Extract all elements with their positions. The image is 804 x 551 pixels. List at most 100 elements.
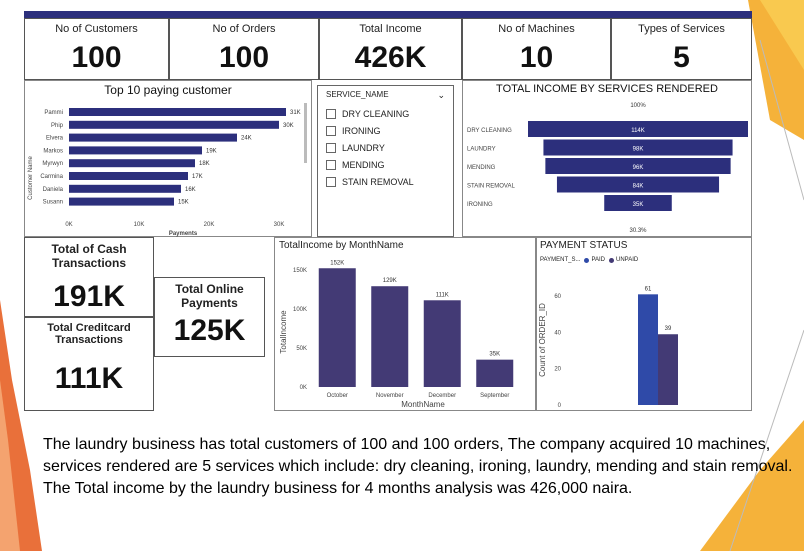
slicer-item-label: LAUNDRY [342,142,385,153]
payment-value-label: 61 [645,286,652,292]
top-customers-value-label: 24K [241,136,252,142]
online-card: Total Online Payments 125K [154,277,265,357]
monthly-xtick: October [327,393,348,399]
chevron-down-icon[interactable]: ⌄ [437,90,445,100]
top-customers-value-label: 31K [290,110,301,116]
kpi-customers: No of Customers 100 [24,18,169,80]
kpi-machines-value: 10 [519,41,554,74]
funnel-category: LAUNDRY [467,147,496,153]
slicer-item-label: STAIN REMOVAL [342,176,414,187]
monthly-xtick: September [480,393,509,399]
slicer-item-label: DRY CLEANING [342,108,410,119]
kpi-orders-value: 100 [218,41,270,74]
service-slicer: SERVICE_NAME ⌄ DRY CLEANING IRONING LAUNDR… [317,85,454,237]
payment-ytick: 0 [558,403,562,409]
funnel-bar [556,176,720,193]
kpi-income-value: 426K [354,41,427,74]
monthly-ytick: 50K [296,346,307,352]
top-customers-bar [69,108,286,116]
header-bar [24,11,752,18]
checkbox-icon[interactable] [326,142,336,153]
funnel-category: MENDING [467,165,496,171]
monthly-income-card: TotalIncome by MonthName TotalIncome Mon… [274,237,536,411]
funnel-bottom-pct: 30.3% [629,228,647,234]
cash-card: Total of Cash Transactions 191K [24,237,154,317]
monthly-xlabel: MonthName [401,400,445,409]
online-value: 125K [173,314,246,347]
funnel-category: IRONING [467,202,493,208]
payment-value-label: 39 [665,326,672,332]
slicer-item[interactable]: DRY CLEANING [326,105,453,122]
monthly-title: TotalIncome by MonthName [279,240,404,251]
top-customers-value-label: 15K [178,200,189,206]
slicer-header[interactable]: SERVICE_NAME ⌄ [318,86,453,105]
top-customers-value-label: 18K [199,161,210,167]
slicer-item-label: MENDING [342,159,385,170]
kpi-machines-label: No of Machines [498,23,575,35]
top-customers-category: Daniela [43,187,64,193]
kpi-machines: No of Machines 10 [462,18,611,80]
top-customers-category: Susann [43,200,63,206]
legend-unpaid[interactable]: UNPAID [616,257,639,263]
payment-title: PAYMENT STATUS [540,240,628,251]
top-customers-xtick: 10K [134,222,145,228]
payment-ylabel: Count of ORDER_ID [538,303,547,377]
funnel-bar [528,121,748,137]
funnel-value-label: 35K [633,202,644,208]
top-customers-bar [69,120,279,129]
monthly-value-label: 35K [489,352,500,358]
top-customers-value-label: 19K [206,148,217,154]
payment-bar [638,294,658,405]
funnel-bar [604,195,672,211]
kpi-customers-value: 100 [71,41,122,74]
slicer-item[interactable]: STAIN REMOVAL [326,173,453,190]
funnel-chart: 100% 30.3% DRY CLEANING 114K LAUNDRY 98K MEN… [467,103,748,234]
funnel-value-label: 98K [633,147,644,153]
monthly-ytick: 100K [293,307,307,313]
left-light-shape [0,380,20,551]
monthly-value-label: 111K [436,292,449,298]
legend-paid[interactable]: PAID [591,257,606,263]
funnel-title: TOTAL INCOME BY SERVICES RENDERED [496,83,718,95]
cash-label: Total of Cash Transactions [51,242,127,270]
slicer-item[interactable]: LAUNDRY [326,139,453,156]
top-customers-bar [69,159,195,168]
funnel-value-label: 114K [631,128,645,134]
top-customers-bar [69,146,202,155]
checkbox-icon[interactable] [326,108,336,119]
funnel-top-pct: 100% [630,103,646,109]
payment-status-card: PAYMENT STATUS PAYMENT_S... PAID UNPAID … [536,237,752,411]
top-customers-xlabel: Payments [169,231,198,237]
slicer-item-label: IRONING [342,125,381,136]
payment-ytick: 60 [554,294,561,300]
top-customers-bar [69,184,181,193]
online-label: Total Online Payments [175,282,244,310]
monthly-bar [476,359,514,387]
top-customers-category: Markos [43,148,63,154]
summary-text: The laundry business has total customers… [43,436,793,497]
income-by-service-card: TOTAL INCOME BY SERVICES RENDERED 100% 3… [462,80,752,237]
slicer-item[interactable]: MENDING [326,156,453,173]
top-customers-xtick: 0K [65,222,72,228]
top-customers-category: Elvera [46,136,64,142]
monthly-ytick: 0K [300,385,307,391]
top-customers-category: Phip [51,123,64,129]
monthly-xtick: November [376,393,404,399]
checkbox-icon[interactable] [326,125,336,136]
cash-value: 191K [53,280,125,313]
slicer-item[interactable]: IRONING [326,122,453,139]
checkbox-icon[interactable] [326,159,336,170]
top-customers-category: Carmina [40,174,63,180]
top-customers-category: Myrwyn [42,161,63,167]
kpi-services-value: 5 [673,41,690,74]
monthly-bar [371,286,409,387]
checkbox-icon[interactable] [326,176,336,187]
kpi-orders-label: No of Orders [212,23,276,35]
funnel-bar [543,139,733,156]
top-customers-title: Top 10 paying customer [104,83,232,97]
monthly-bar [423,300,461,387]
payment-chart: Count of ORDER_ID 60 40 20 0 61 39 [538,286,678,409]
top-customers-scrollbar[interactable] [304,103,307,163]
decor-line-1 [759,39,804,201]
